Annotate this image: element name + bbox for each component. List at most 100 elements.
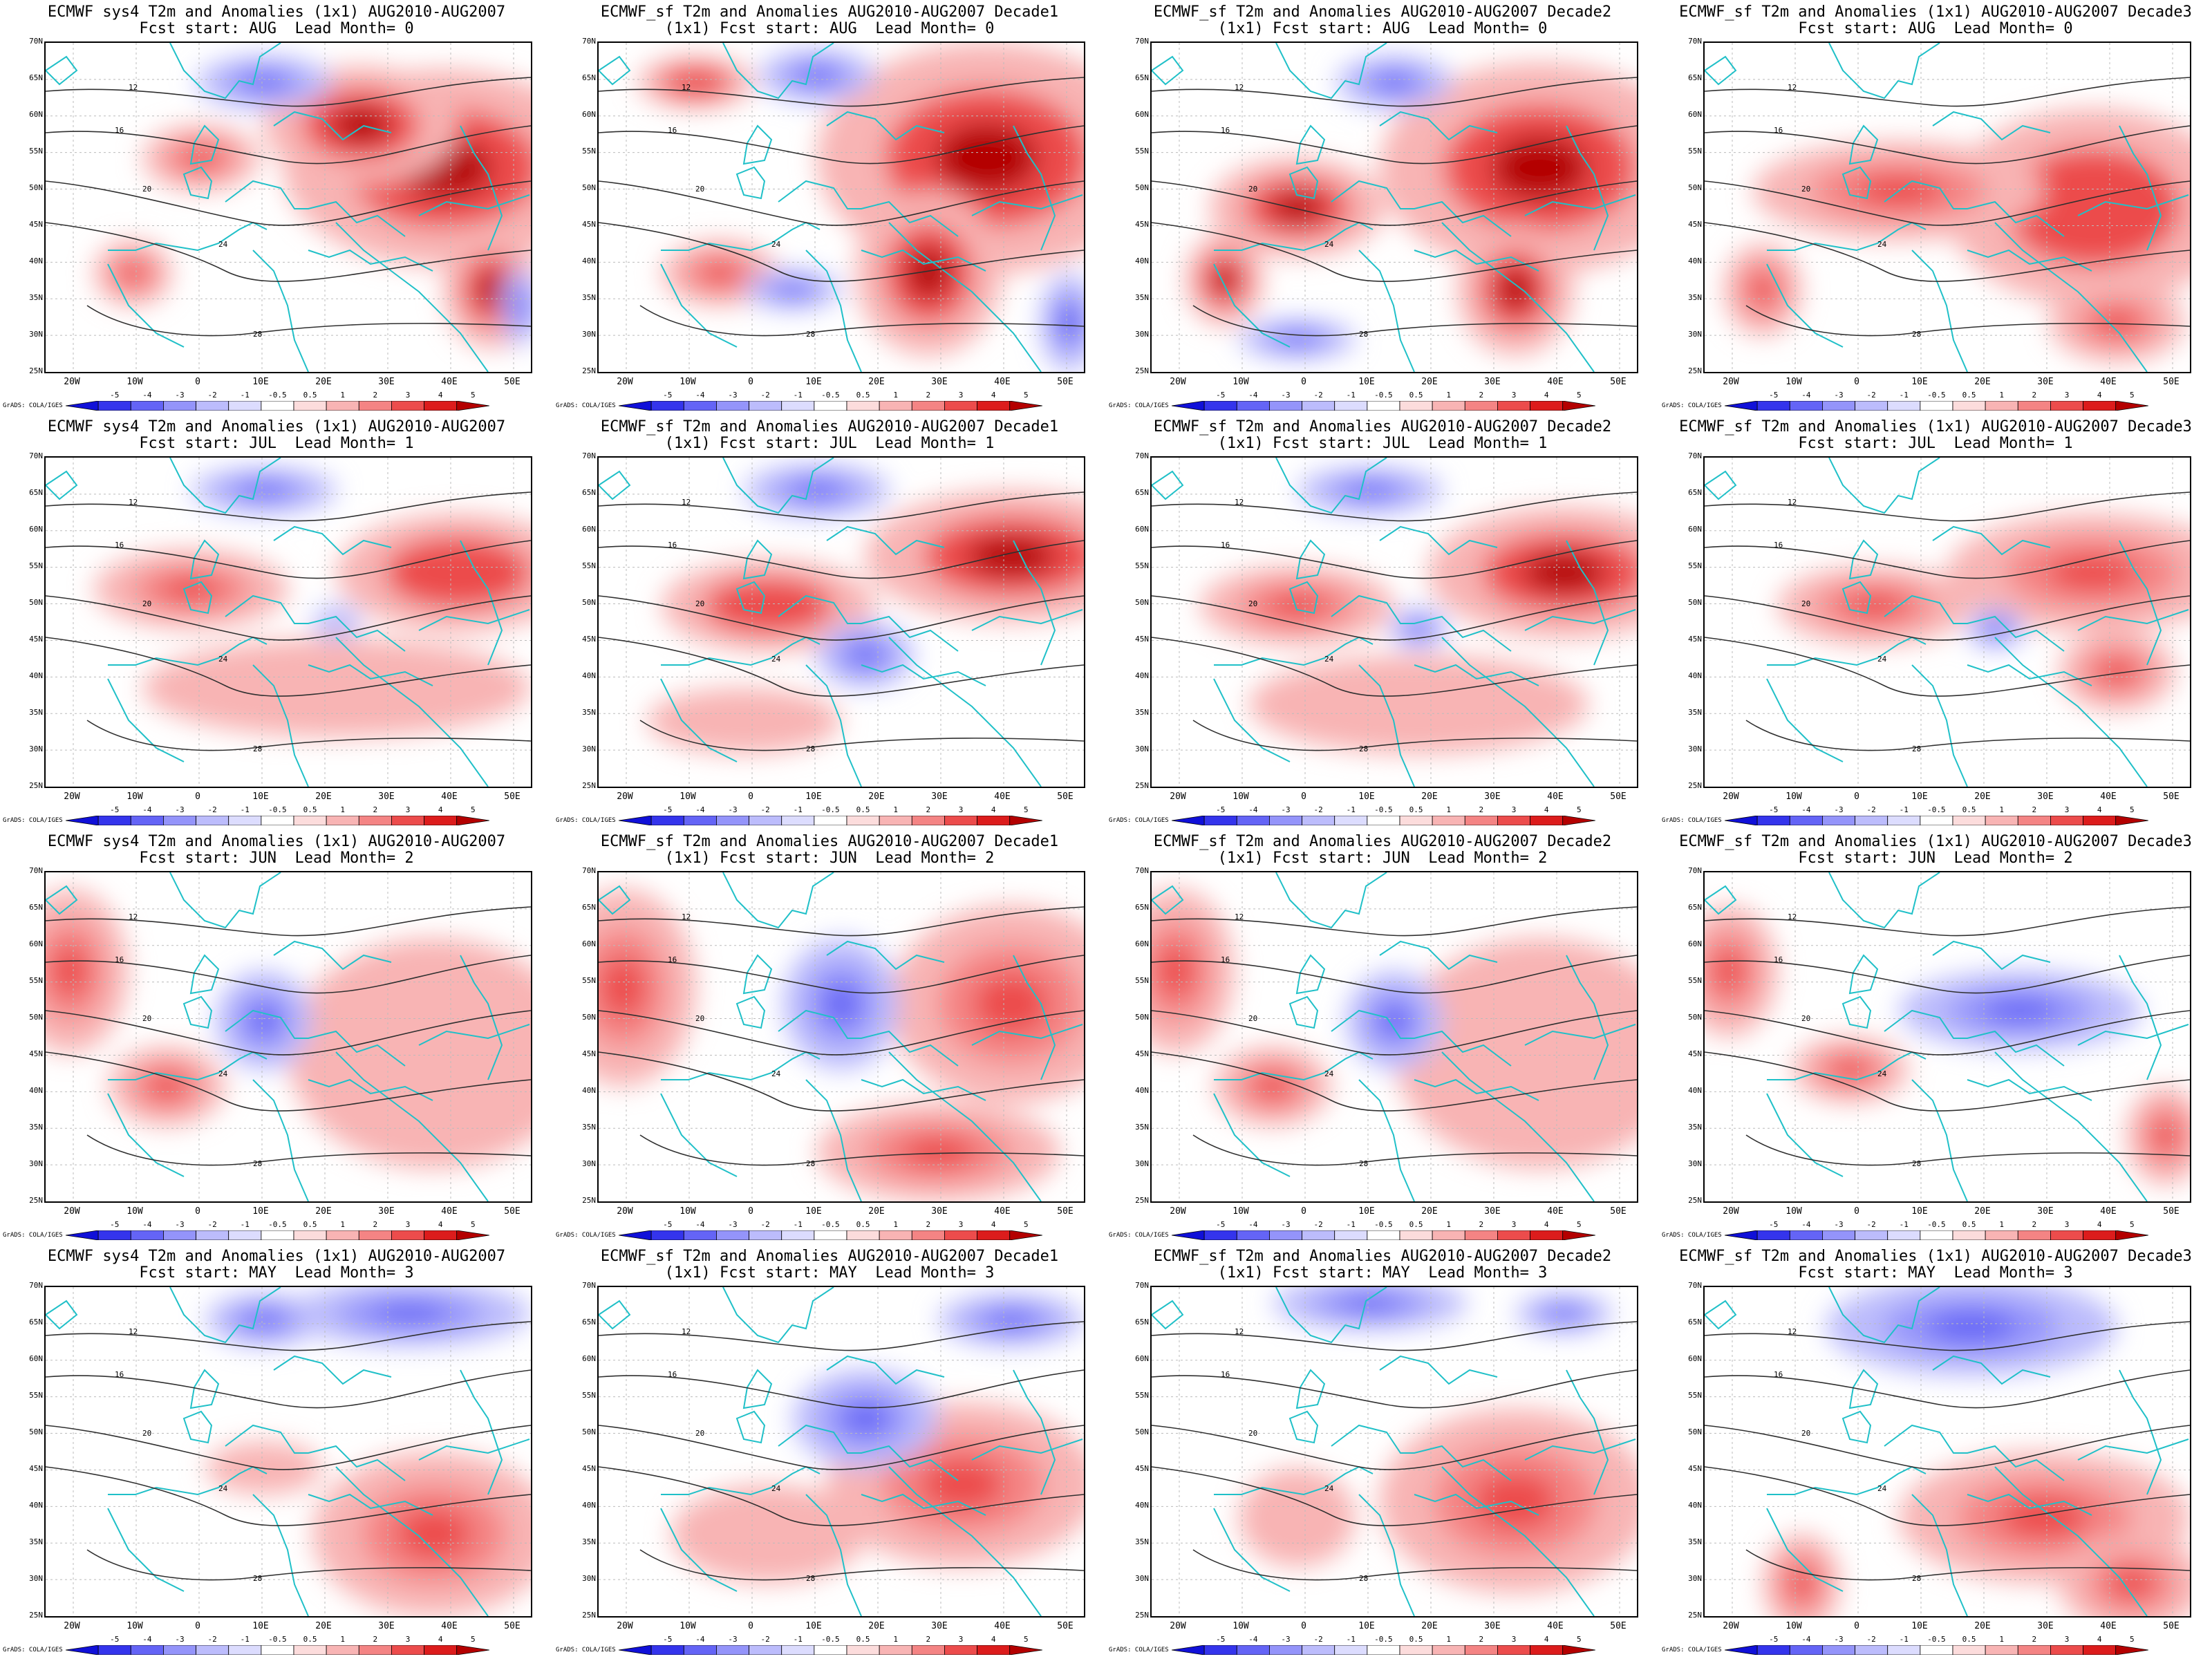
panel-title-line1: ECMWF sys4 T2m and Anomalies (1x1) AUG20… [47, 3, 506, 21]
colorbar-swatch [196, 816, 229, 825]
latitude-label: 30N [1135, 1159, 1149, 1168]
coastline [861, 664, 986, 686]
colorbar-end-low [619, 1645, 652, 1655]
latitude-label: 50N [29, 598, 43, 607]
warm-anomaly [183, 148, 218, 168]
latitude-label: 25N [1135, 366, 1149, 375]
colorbar-tick-label: -5 [1769, 805, 1779, 814]
contour-label: 28 [1912, 330, 1921, 339]
longitude-label: 0 [1854, 377, 1859, 387]
colorbar-end-high [1562, 816, 1595, 825]
coastline [826, 1355, 945, 1385]
contour-label: 28 [1912, 1159, 1921, 1168]
longitude-label: 20E [1974, 1621, 1991, 1631]
temperature-contour [1152, 77, 1637, 107]
colorbar-swatch [2050, 401, 2083, 411]
coastline [661, 1465, 821, 1496]
coastline [722, 43, 834, 100]
longitude-label: 0 [748, 791, 753, 802]
colorbar-tick-label: 2 [926, 391, 931, 400]
colorbar-tick-label: -3 [1281, 1635, 1291, 1644]
colorbar-end-low [1172, 1645, 1205, 1655]
latitude-label: 65N [1135, 1318, 1149, 1327]
longitude-label: 50E [1057, 1206, 1074, 1217]
colorbar-swatch [1822, 816, 1855, 825]
grads-credit: GrADS: COLA/IGES [1662, 1232, 1722, 1239]
colorbar-tick-label: 3 [1511, 805, 1517, 814]
panel-title-line1: ECMWF_sf T2m and Anomalies AUG2010-AUG20… [600, 833, 1059, 850]
longitude-label: 10W [679, 377, 696, 387]
warm-anomaly [2110, 1568, 2154, 1598]
grads-credit: GrADS: COLA/IGES [3, 402, 63, 409]
temperature-contour [46, 1321, 531, 1351]
coastline [1275, 872, 1387, 929]
coastline [2119, 125, 2162, 251]
longitude-label: 40E [441, 1206, 458, 1217]
colorbar-swatch [1367, 816, 1400, 825]
colorbar-end-low [66, 1230, 99, 1240]
colorbar-end-high [2115, 401, 2148, 411]
colorbar-swatch [1269, 1645, 1302, 1655]
latitude-label: 50N [582, 1427, 596, 1436]
latitude-label: 45N [1135, 1049, 1149, 1058]
longitude-label: 20W [617, 791, 633, 802]
cold-anomaly [249, 1005, 279, 1035]
longitude-label: 10E [805, 377, 822, 387]
anomaly-map: 12 16 20 24 28 [46, 458, 531, 787]
contour-label: 28 [253, 1159, 262, 1168]
latitude-label: 45N [1135, 635, 1149, 644]
coastline [107, 263, 185, 348]
latitude-label: 25N [1135, 781, 1149, 790]
colorbar-tick-label: 0.5 [1409, 1220, 1423, 1229]
colorbar-swatch [911, 1645, 945, 1655]
contour-label: 24 [218, 1484, 228, 1493]
latitude-label: 25N [29, 366, 43, 375]
longitude-label: 30E [378, 791, 395, 802]
temperature-contour [86, 305, 531, 337]
colorbar-swatch [1530, 1645, 1564, 1655]
coastline [1911, 664, 1968, 787]
longitude-label: 50E [1610, 1621, 1627, 1631]
temperature-contour [1152, 637, 1637, 697]
coastline [599, 885, 631, 915]
colorbar-end-high [1009, 401, 1042, 411]
coastline [722, 1287, 834, 1344]
coastline [308, 1078, 433, 1101]
colorbar-tick-label: -1 [240, 1635, 250, 1644]
temperature-contour [1745, 1134, 2190, 1166]
contour-label: 12 [1235, 912, 1244, 921]
latitude-label: 40N [29, 256, 43, 265]
longitude-label: 0 [748, 1621, 753, 1631]
contour-label: 12 [1788, 912, 1797, 921]
temperature-contour [1152, 1466, 1637, 1526]
longitude-label: 10W [1785, 377, 1802, 387]
longitude-label: 40E [1547, 791, 1564, 802]
colorbar-tick-label: 5 [2129, 391, 2135, 400]
contour-label: 28 [806, 330, 815, 339]
latitude-label: 50N [29, 1013, 43, 1022]
latitude-label: 30N [582, 330, 596, 339]
cold-anomaly [1340, 1295, 1400, 1312]
warm-anomaly [901, 1137, 975, 1168]
colorbar-tick-label: -3 [175, 1635, 185, 1644]
latitude-label: 55N [1688, 1391, 1702, 1400]
colorbar [1172, 1230, 1595, 1240]
anomaly-map: 12 16 20 24 28 [1152, 1287, 1637, 1616]
coastline [169, 1287, 281, 1344]
longitude-label: 40E [994, 1206, 1011, 1217]
panel-title-line2: (1x1) Fcst start: MAY Lead Month= 3 [664, 1264, 995, 1282]
latitude-label: 25N [1688, 1196, 1702, 1205]
warm-anomaly [601, 957, 645, 1018]
colorbar [66, 1645, 489, 1655]
coastline [861, 1078, 986, 1101]
coastline [971, 1438, 1083, 1461]
colorbar-swatch [683, 1645, 717, 1655]
anomaly-map: 12 16 20 24 28 [1152, 458, 1637, 787]
map-panel: ECMWF_sf T2m and Anomalies AUG2010-AUG20… [553, 415, 1106, 830]
colorbar-tick-label: 1 [1999, 805, 2005, 814]
colorbar-tick-label: 2 [926, 805, 931, 814]
latitude-label: 25N [1135, 1196, 1149, 1205]
colorbar-tick-label: 0.5 [303, 1635, 317, 1644]
coastline [1767, 1465, 1927, 1496]
contour-label: 28 [253, 744, 262, 753]
